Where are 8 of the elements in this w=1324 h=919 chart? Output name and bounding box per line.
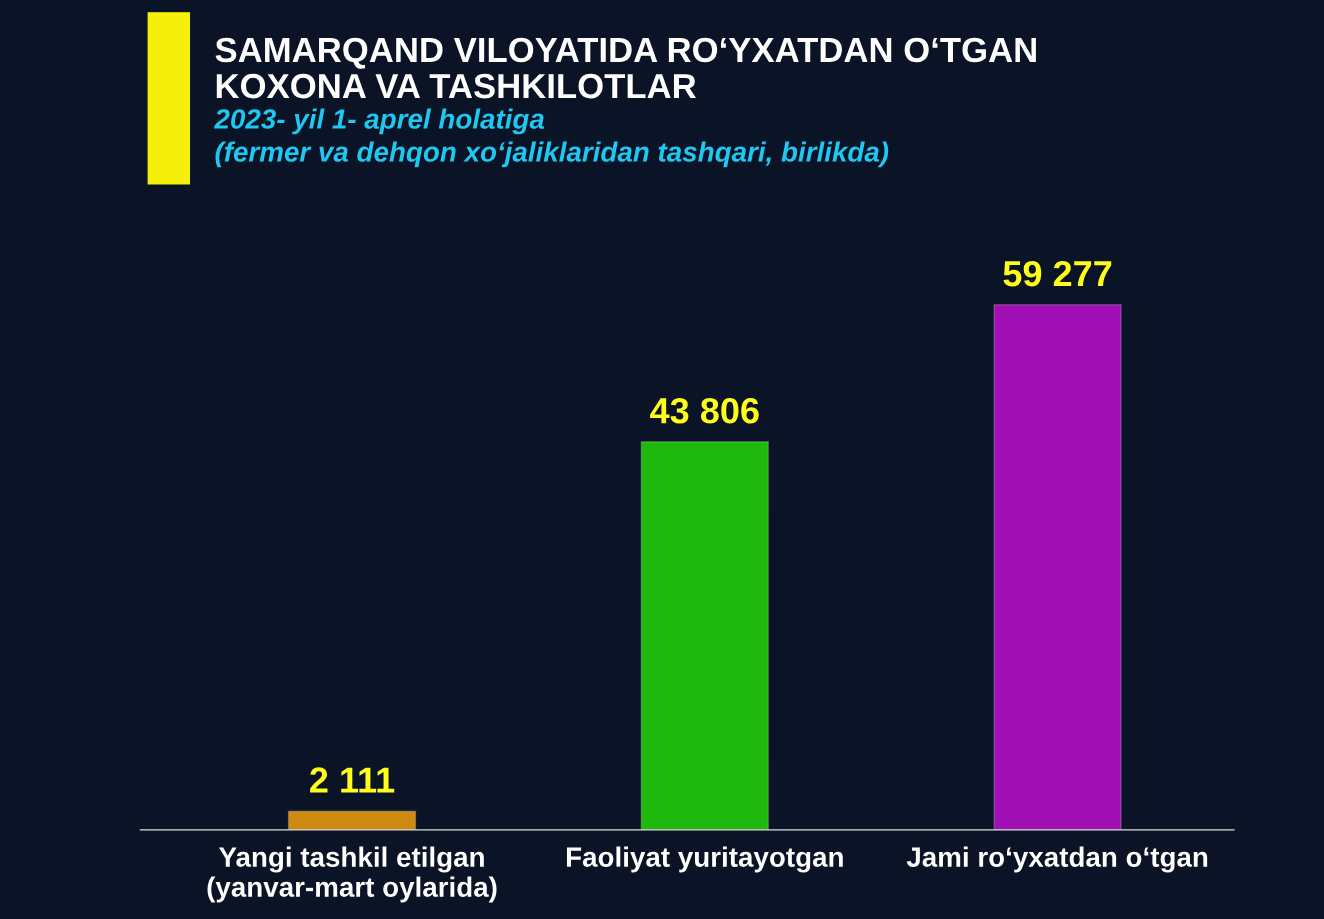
chart-subtitle: 2023- yil 1- aprel holatiga (fermer va dehqon xo‘jaliklaridan tashqari, birlikda) xyxy=(214,108,889,168)
chart-title: SAMARQAND VILOYATIDA RO‘YXATDAN O‘TGAN KOXONA VA TASHKILOTLAR xyxy=(215,37,1036,99)
data-label: 43 806 xyxy=(650,397,759,424)
data-label: 2 111 xyxy=(310,767,395,793)
x-tick-label: Faoliyat yuritayotgan xyxy=(566,846,843,873)
x-tick-label: Jami ro‘yxatdan o‘tgan xyxy=(906,846,1208,873)
data-label: 59 277 xyxy=(1003,260,1112,287)
x-tick-label: Yangi tashkil etilgan (yanvar-mart oylarida) xyxy=(207,846,497,903)
